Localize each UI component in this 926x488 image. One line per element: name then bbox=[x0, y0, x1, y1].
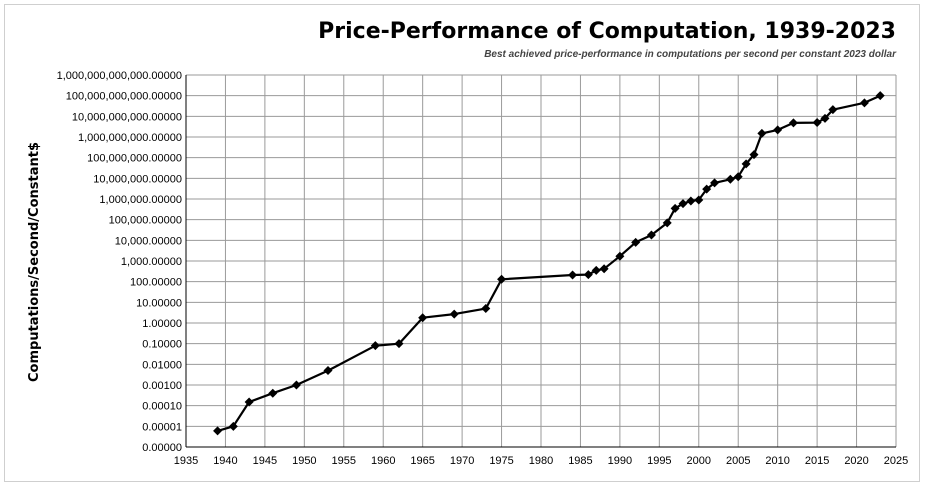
data-point bbox=[788, 118, 798, 128]
data-point bbox=[710, 178, 720, 188]
x-tick-labels: 1935 1940 1945 1950 1955 1960 1965 1970 1975 1980… bbox=[174, 455, 908, 467]
data-point bbox=[213, 426, 223, 436]
y-tick-label: 100.00000 bbox=[130, 277, 182, 289]
data-point bbox=[812, 118, 822, 128]
data-point bbox=[646, 230, 656, 240]
x-tick-label: 2005 bbox=[726, 455, 750, 467]
data-point bbox=[773, 125, 783, 135]
data-point bbox=[702, 184, 712, 194]
y-tick-label: 100,000.00000 bbox=[109, 215, 182, 227]
data-point bbox=[323, 366, 333, 376]
x-tick-label: 1965 bbox=[410, 455, 434, 467]
data-point bbox=[497, 274, 507, 284]
x-tick-label: 2015 bbox=[805, 455, 829, 467]
data-point bbox=[678, 199, 688, 209]
data-point bbox=[820, 113, 830, 123]
data-point bbox=[449, 309, 459, 319]
y-tick-label: 0.00010 bbox=[142, 401, 182, 413]
x-tick-label: 1955 bbox=[332, 455, 356, 467]
y-tick-label: 100,000,000.00000 bbox=[87, 153, 182, 165]
data-point bbox=[418, 313, 428, 323]
y-tick-label: 10,000.00000 bbox=[115, 235, 182, 247]
data-point bbox=[733, 172, 743, 182]
data-point bbox=[741, 159, 751, 169]
data-point bbox=[568, 270, 578, 280]
y-tick-label: 0.00001 bbox=[142, 421, 182, 433]
data-point bbox=[394, 339, 404, 349]
data-point bbox=[228, 421, 238, 431]
data-point bbox=[686, 196, 696, 206]
y-tick-label: 10.00000 bbox=[136, 297, 182, 309]
data-point bbox=[725, 174, 735, 184]
series bbox=[213, 91, 885, 436]
data-point bbox=[244, 397, 254, 407]
y-tick-label: 100,000,000,000.00000 bbox=[66, 91, 182, 103]
data-point bbox=[694, 195, 704, 205]
y-tick-label: 1,000,000.00000 bbox=[99, 194, 182, 206]
x-tick-label: 1975 bbox=[489, 455, 513, 467]
series-line bbox=[217, 94, 881, 432]
y-tick-label: 0.00000 bbox=[142, 442, 182, 454]
y-tick-labels: 0.00000 0.00001 0.00010 0.00100 0.01000 0.100… bbox=[57, 70, 182, 454]
chart-subtitle: Best achieved price-performance in compu… bbox=[484, 49, 897, 60]
data-point bbox=[599, 264, 609, 274]
data-point bbox=[291, 380, 301, 390]
y-tick-label: 0.10000 bbox=[142, 339, 182, 351]
x-tick-label: 2000 bbox=[687, 455, 711, 467]
data-point bbox=[268, 388, 278, 398]
y-tick-label: 1.00000 bbox=[142, 318, 182, 330]
x-tick-label: 1960 bbox=[371, 455, 395, 467]
x-tick-label: 1935 bbox=[174, 455, 198, 467]
chart-title: Price-Performance of Computation, 1939-2… bbox=[318, 19, 896, 44]
x-tick-label: 1970 bbox=[450, 455, 474, 467]
x-tick-label: 1990 bbox=[608, 455, 632, 467]
x-tick-label: 1950 bbox=[292, 455, 316, 467]
x-tick-label: 1945 bbox=[253, 455, 277, 467]
y-tick-label: 1,000,000,000,000.00000 bbox=[57, 70, 182, 82]
y-tick-label: 0.00100 bbox=[142, 380, 182, 392]
x-tick-label: 1995 bbox=[647, 455, 671, 467]
y-tick-label: 10,000,000,000.00000 bbox=[72, 111, 182, 123]
y-tick-label: 1,000.00000 bbox=[121, 256, 182, 268]
data-point bbox=[875, 91, 885, 101]
x-tick-label: 1980 bbox=[529, 455, 553, 467]
data-point bbox=[615, 251, 625, 261]
data-point bbox=[583, 270, 593, 280]
grid bbox=[185, 74, 897, 448]
data-point bbox=[662, 218, 672, 228]
data-point bbox=[859, 98, 869, 108]
data-point bbox=[749, 150, 759, 160]
data-point bbox=[370, 341, 380, 351]
data-point bbox=[757, 128, 767, 138]
y-axis-label: Computations/Second/Constant$ bbox=[27, 142, 42, 382]
data-point bbox=[631, 237, 641, 247]
data-point bbox=[670, 203, 680, 213]
x-tick-label: 2025 bbox=[884, 455, 908, 467]
data-point bbox=[591, 265, 601, 275]
y-tick-label: 1,000,000,000.00000 bbox=[78, 132, 182, 144]
x-tick-label: 2010 bbox=[765, 455, 789, 467]
data-point bbox=[828, 105, 838, 115]
y-tick-label: 0.01000 bbox=[142, 359, 182, 371]
data-point bbox=[481, 304, 491, 314]
x-tick-label: 2020 bbox=[844, 455, 868, 467]
x-tick-label: 1985 bbox=[568, 455, 592, 467]
y-tick-label: 10,000,000.00000 bbox=[93, 173, 182, 185]
x-tick-label: 1940 bbox=[213, 455, 237, 467]
